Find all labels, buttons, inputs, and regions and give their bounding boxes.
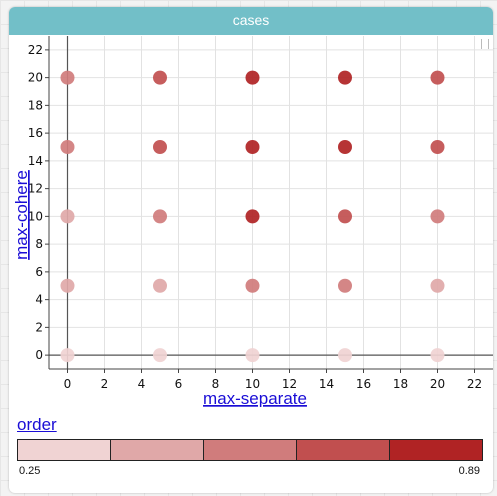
x-tick-label: 6 [175, 377, 183, 391]
data-point[interactable] [338, 70, 352, 85]
data-points[interactable] [60, 70, 445, 363]
data-point[interactable] [153, 140, 167, 154]
grid-lines [49, 36, 493, 369]
x-tick-label: 14 [319, 377, 334, 391]
y-tick-label: 20 [28, 71, 43, 85]
data-point[interactable] [245, 70, 260, 85]
x-axis-title[interactable]: max-separate [203, 389, 307, 407]
resize-handle[interactable] [481, 39, 489, 49]
legend-swatch[interactable] [297, 439, 390, 461]
tile-title[interactable]: cases [9, 7, 493, 35]
data-point[interactable] [430, 209, 445, 224]
x-tick-labels: 0 2 4 6 8 10 12 14 16 18 20 22 [64, 377, 482, 391]
data-point[interactable] [245, 140, 260, 154]
x-tick-label: 4 [138, 377, 146, 391]
x-tick-label: 10 [245, 377, 260, 391]
data-point[interactable] [430, 140, 445, 154]
x-tick-label: 22 [467, 377, 482, 391]
y-tick-label: 12 [28, 182, 43, 196]
x-tick-label: 16 [356, 377, 371, 391]
y-tick-label: 4 [35, 293, 43, 307]
x-tick-label: 0 [64, 377, 72, 391]
legend-color-bar[interactable] [17, 439, 483, 461]
data-point[interactable] [153, 209, 167, 224]
y-tick-label: 18 [28, 98, 43, 112]
data-point[interactable] [338, 209, 352, 224]
data-point[interactable] [430, 348, 445, 363]
y-tick-label: 6 [35, 265, 43, 279]
data-point[interactable] [153, 348, 167, 363]
y-axis-title[interactable]: max-cohere [12, 170, 31, 260]
y-tick-label: 0 [35, 348, 43, 362]
data-point[interactable] [153, 278, 167, 293]
x-tick-label: 2 [101, 377, 109, 391]
data-point[interactable] [245, 209, 260, 224]
data-point[interactable] [338, 278, 352, 293]
x-tick-label: 20 [430, 377, 445, 391]
legend-swatch[interactable] [204, 439, 297, 461]
data-point[interactable] [60, 140, 75, 154]
data-point[interactable] [60, 348, 75, 363]
legend-title[interactable]: order [17, 415, 57, 434]
data-point[interactable] [60, 278, 75, 293]
x-tick-label: 18 [393, 377, 408, 391]
graph-tile[interactable]: cases 0 2 4 6 8 10 12 14 16 18 20 22 0 2 4 6 8 10 12 14 16 1… [9, 7, 493, 493]
x-tick-label: 8 [212, 377, 220, 391]
scatter-plot[interactable]: 0 2 4 6 8 10 12 14 16 18 20 22 0246810121416182022 … [9, 7, 493, 407]
y-tick-label: 22 [28, 43, 43, 57]
axes [45, 36, 493, 373]
data-point[interactable] [153, 70, 167, 85]
legend-swatch[interactable] [17, 439, 111, 461]
data-point[interactable] [430, 278, 445, 293]
y-tick-label: 2 [35, 320, 43, 334]
y-tick-label: 10 [28, 209, 43, 223]
data-point[interactable] [245, 348, 260, 363]
y-tick-labels: 0 2 4 6 8 10 12 14 16 18 20 22 [28, 43, 43, 362]
legend-swatch[interactable] [111, 439, 204, 461]
data-point[interactable] [338, 140, 352, 154]
y-tick-label: 14 [28, 154, 43, 168]
data-point[interactable] [245, 278, 260, 293]
data-point[interactable] [430, 70, 445, 85]
legend-min-label: 0.25 [19, 465, 41, 477]
data-point[interactable] [60, 209, 75, 224]
y-tick-label: 16 [28, 126, 43, 140]
data-point[interactable] [338, 348, 352, 363]
x-tick-label: 12 [282, 377, 297, 391]
legend-swatch[interactable] [390, 439, 483, 461]
data-point[interactable] [60, 70, 75, 85]
legend-max-label: 0.89 [458, 465, 480, 477]
y-tick-label: 8 [35, 237, 43, 251]
